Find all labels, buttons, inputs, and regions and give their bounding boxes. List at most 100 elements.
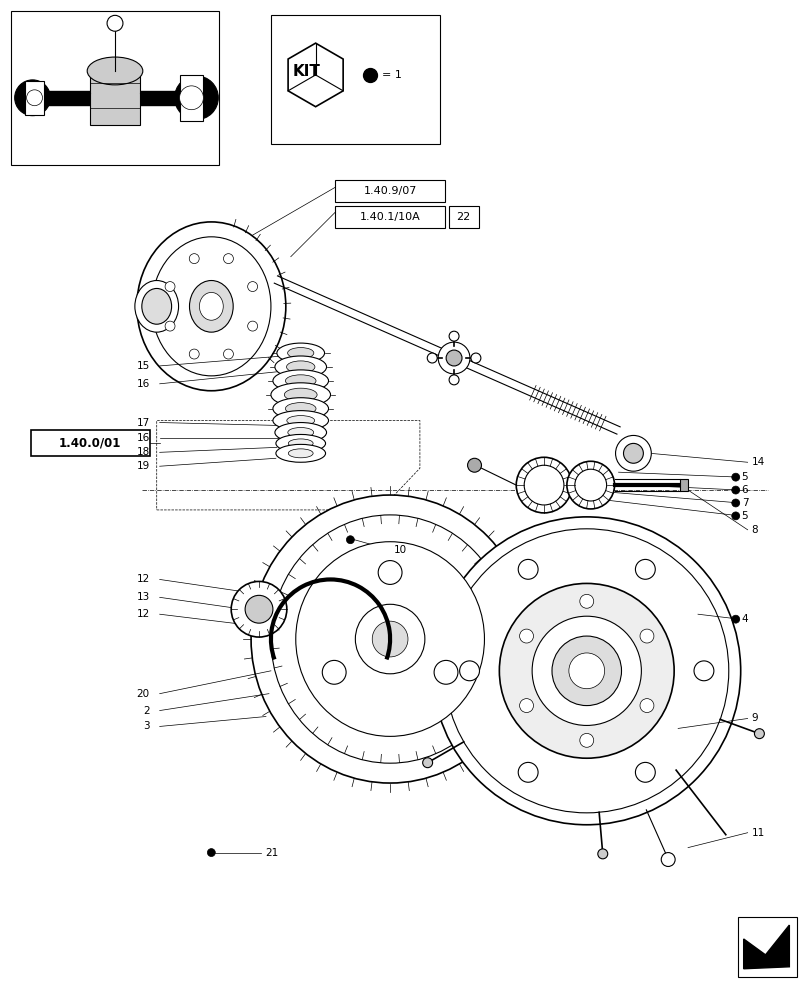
Circle shape [247,321,257,331]
Circle shape [165,282,175,292]
Bar [11,11,219,165]
Circle shape [635,762,654,782]
Circle shape [346,536,354,544]
Ellipse shape [137,222,285,391]
Circle shape [731,512,739,520]
Ellipse shape [287,427,313,437]
Text: KIT: KIT [292,64,320,79]
Circle shape [223,349,233,359]
Text: 3: 3 [143,721,149,731]
Text: 1.40.0/01: 1.40.0/01 [59,437,121,450]
Circle shape [470,353,480,363]
Ellipse shape [189,281,233,332]
Text: 6: 6 [740,485,748,495]
Text: 12: 12 [136,574,149,584]
Circle shape [432,517,740,825]
Ellipse shape [286,416,314,426]
Circle shape [231,581,286,637]
Circle shape [174,76,218,120]
Circle shape [731,486,739,494]
Ellipse shape [272,398,328,420]
Circle shape [566,461,614,509]
Circle shape [448,331,458,341]
Ellipse shape [286,361,315,373]
Text: 19: 19 [136,461,149,471]
Ellipse shape [200,292,223,320]
Bar [335,180,444,202]
Bar [448,206,478,228]
Ellipse shape [284,388,317,401]
Text: 16: 16 [136,379,149,389]
Circle shape [524,465,563,505]
Bar [680,479,687,491]
Ellipse shape [272,370,328,392]
Ellipse shape [288,449,313,458]
Text: 21: 21 [264,848,278,858]
Polygon shape [743,925,788,969]
Circle shape [322,660,345,684]
Circle shape [355,604,424,674]
Ellipse shape [276,434,325,452]
Circle shape [551,636,620,706]
Circle shape [371,621,407,657]
Circle shape [569,653,604,689]
Circle shape [519,629,533,643]
Circle shape [438,342,470,374]
Circle shape [597,849,607,859]
Text: 14: 14 [751,457,764,467]
Ellipse shape [285,403,315,415]
Text: 9: 9 [751,713,757,723]
Ellipse shape [285,375,315,387]
Text: 12: 12 [136,609,149,619]
Text: 1.40.9/07: 1.40.9/07 [363,186,416,196]
Circle shape [731,615,739,623]
Circle shape [189,254,199,264]
Ellipse shape [276,444,325,462]
Bar [737,917,796,977]
Circle shape [639,629,653,643]
Circle shape [517,559,538,579]
Bar [335,206,444,228]
Circle shape [245,595,272,623]
Bar [271,15,440,144]
Text: 2: 2 [143,706,149,716]
Circle shape [189,349,199,359]
Ellipse shape [135,281,178,332]
Circle shape [731,499,739,507]
Text: 5: 5 [740,472,748,482]
Circle shape [448,375,458,385]
Ellipse shape [287,348,313,358]
Text: 5: 5 [740,511,748,521]
Bar [179,75,203,121]
Ellipse shape [251,495,529,783]
Circle shape [574,469,606,501]
Circle shape [579,733,593,747]
Circle shape [517,762,538,782]
Ellipse shape [288,439,313,448]
Circle shape [516,457,571,513]
Circle shape [427,353,436,363]
Circle shape [615,435,650,471]
Circle shape [107,15,122,31]
Ellipse shape [295,542,484,736]
Circle shape [731,473,739,481]
Ellipse shape [271,383,330,407]
Circle shape [423,758,432,768]
Circle shape [639,699,653,713]
Circle shape [444,529,728,813]
Text: = 1: = 1 [382,70,401,80]
Circle shape [434,660,457,684]
Text: 20: 20 [136,689,149,699]
Text: 17: 17 [136,418,149,428]
Ellipse shape [275,423,326,442]
Text: 18: 18 [136,447,149,457]
Circle shape [207,849,215,857]
Text: 4: 4 [740,614,748,624]
Circle shape [623,443,642,463]
Ellipse shape [277,343,324,363]
Circle shape [378,561,401,584]
Circle shape [15,80,50,116]
Text: 11: 11 [751,828,764,838]
Ellipse shape [271,515,508,763]
Circle shape [579,594,593,608]
